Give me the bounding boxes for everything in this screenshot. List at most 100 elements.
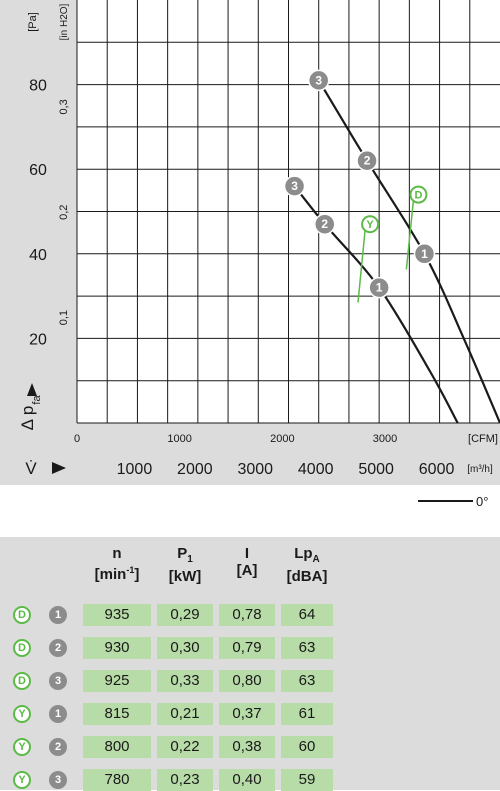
sound-value: 63 (281, 637, 333, 659)
sound-value: 64 (281, 604, 333, 626)
header-power-unit: [kW] (168, 568, 202, 585)
speed-value: 925 (83, 670, 151, 692)
operating-point-marker: 1 (49, 606, 67, 624)
x-top-tick-label: 1000 (167, 433, 191, 445)
header-current: I [A] (219, 545, 275, 579)
y-badge-icon: Y (13, 771, 31, 789)
y-inner-tick-label: 0,1 (58, 310, 70, 325)
operating-point-marker: 3 (49, 672, 67, 690)
header-power-label: P1 (177, 545, 193, 565)
header-speed-unit: [min-1] (94, 565, 140, 583)
header-sound: LpA [dBA] (281, 545, 333, 585)
power-value: 0,33 (157, 670, 213, 692)
speed-value: 935 (83, 604, 151, 626)
speed-value: 800 (83, 736, 151, 758)
operating-point-label: 2 (364, 154, 371, 168)
curve-tag-label: D (414, 190, 422, 202)
x-tick-label: 4000 (298, 461, 334, 478)
header-current-label: I (244, 545, 250, 562)
x-tick-label: 1000 (117, 461, 153, 478)
header-speed: n [min-1] (83, 545, 151, 583)
y-inner-tick-label: 0,2 (58, 205, 70, 220)
current-value: 0,37 (219, 703, 275, 725)
x-top-tick-label: 3000 (373, 433, 397, 445)
y-tick-label: 40 (29, 247, 47, 264)
operating-point-label: 2 (321, 217, 328, 231)
sound-value: 61 (281, 703, 333, 725)
d-badge-icon: D (13, 606, 31, 624)
speed-value: 930 (83, 637, 151, 659)
table-row: D 3 925 0,33 0,80 63 (0, 670, 500, 692)
x-top-tick-label: 0 (74, 433, 80, 445)
current-value: 0,38 (219, 736, 275, 758)
left-axis-band (0, 0, 77, 485)
legend-graphic: 0° (418, 494, 488, 509)
table-row: D 1 935 0,29 0,78 64 (0, 604, 500, 626)
y-badge-icon: Y (13, 738, 31, 756)
table-row: Y 1 815 0,21 0,37 61 (0, 703, 500, 725)
d-badge-icon: D (13, 672, 31, 690)
x-axis-label: V̇ (25, 459, 37, 478)
power-value: 0,29 (157, 604, 213, 626)
x-unit-label: [m³/h] (467, 464, 493, 475)
curve-tag-badge-icon (361, 215, 380, 234)
operating-point-marker (413, 243, 436, 265)
table-row: D 2 930 0,30 0,79 63 (0, 637, 500, 659)
y-axis-label: Δ p (18, 406, 37, 431)
curve-tag-label: Y (366, 219, 374, 231)
power-value: 0,30 (157, 637, 213, 659)
table-row: Y 3 780 0,23 0,40 59 (0, 769, 500, 791)
operating-point-label: 3 (315, 73, 322, 87)
power-value: 0,22 (157, 736, 213, 758)
speed-value: 815 (83, 703, 151, 725)
curve-tag-leader (405, 200, 415, 270)
current-value: 0,79 (219, 637, 275, 659)
current-value: 0,40 (219, 769, 275, 791)
speed-value: 780 (83, 769, 151, 791)
operating-point-label: 3 (291, 179, 298, 193)
bottom-axis-band (0, 423, 500, 485)
operating-point-label: 1 (421, 247, 428, 261)
y-axis-arrow-icon (27, 383, 37, 396)
x-top-tick-label: 2000 (270, 433, 294, 445)
header-power: P1 [kW] (157, 545, 213, 585)
y-badge-icon: Y (13, 705, 31, 723)
table-row: Y 2 800 0,22 0,38 60 (0, 736, 500, 758)
x-tick-label: 3000 (237, 461, 273, 478)
performance-table: n [min-1] P1 [kW] I [A] LpA [dBA] D 1 93… (0, 537, 500, 791)
operating-point-marker (307, 69, 330, 92)
header-speed-label: n (112, 545, 122, 562)
current-value: 0,78 (219, 604, 275, 626)
y-axis-label-subscript: fa (31, 395, 43, 405)
y-unit-label: [Pa] (27, 12, 39, 32)
header-sound-label: LpA (294, 545, 320, 565)
power-value: 0,23 (157, 769, 213, 791)
operating-point-marker: 1 (49, 705, 67, 723)
current-value: 0,80 (219, 670, 275, 692)
x-tick-label: 5000 (358, 461, 394, 478)
sound-value: 59 (281, 769, 333, 791)
x-top-unit-label: [CFM] (468, 433, 498, 445)
chart-canvas: 20 40 60 80 [Pa] [in H2O] 0,1 0,2 0,3 Δ pfa 0 1000 2… (0, 0, 500, 485)
x-tick-label: 6000 (419, 461, 455, 478)
y-inner-tick-label: 0,3 (58, 99, 70, 114)
y-tick-label: 20 (29, 331, 47, 348)
legend-label: 0° (476, 494, 488, 509)
operating-point-marker (283, 175, 306, 197)
sound-value: 60 (281, 736, 333, 758)
y-inner-unit-label: [in H2O] (59, 3, 70, 40)
header-sound-unit: [dBA] (286, 568, 328, 585)
sound-value: 63 (281, 670, 333, 692)
operating-point-marker: 2 (49, 738, 67, 756)
operating-point-marker: 2 (49, 639, 67, 657)
y-tick-label: 60 (29, 162, 47, 179)
x-tick-label: 2000 (177, 461, 213, 478)
d-badge-icon: D (13, 639, 31, 657)
curve-tag-leader (357, 230, 366, 303)
operating-point-marker (356, 149, 378, 172)
operating-point-marker (368, 276, 390, 299)
x-axis-arrow-icon (52, 462, 66, 474)
curve-tag-badge-icon (409, 185, 428, 204)
legend: 0° (0, 485, 500, 525)
operating-point-marker: 3 (49, 771, 67, 789)
